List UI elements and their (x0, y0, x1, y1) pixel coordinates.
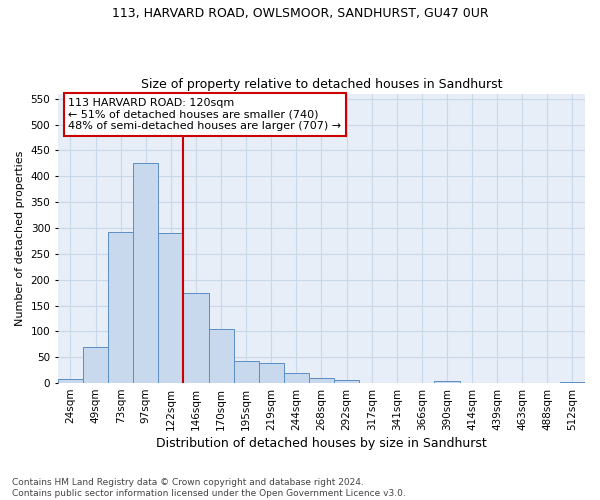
Bar (259, 364, 284, 383)
X-axis label: Distribution of detached houses by size in Sandhurst: Distribution of detached houses by size … (156, 437, 487, 450)
Text: 113, HARVARD ROAD, OWLSMOOR, SANDHURST, GU47 0UR: 113, HARVARD ROAD, OWLSMOOR, SANDHURST, … (112, 8, 488, 20)
Bar (434, 381, 460, 383)
Bar (309, 378, 334, 383)
Bar (83, 347, 108, 383)
Bar (334, 380, 359, 383)
Bar (158, 233, 184, 383)
Y-axis label: Number of detached properties: Number of detached properties (15, 150, 25, 326)
Bar (233, 361, 259, 383)
Bar (58, 379, 83, 383)
Text: 113 HARVARD ROAD: 120sqm
← 51% of detached houses are smaller (740)
48% of semi-: 113 HARVARD ROAD: 120sqm ← 51% of detach… (68, 98, 341, 131)
Title: Size of property relative to detached houses in Sandhurst: Size of property relative to detached ho… (141, 78, 502, 91)
Bar (184, 292, 209, 383)
Text: Contains HM Land Registry data © Crown copyright and database right 2024.
Contai: Contains HM Land Registry data © Crown c… (12, 478, 406, 498)
Bar (108, 232, 133, 383)
Bar (284, 372, 309, 383)
Bar (560, 382, 585, 383)
Bar (133, 164, 158, 383)
Bar (209, 329, 233, 383)
